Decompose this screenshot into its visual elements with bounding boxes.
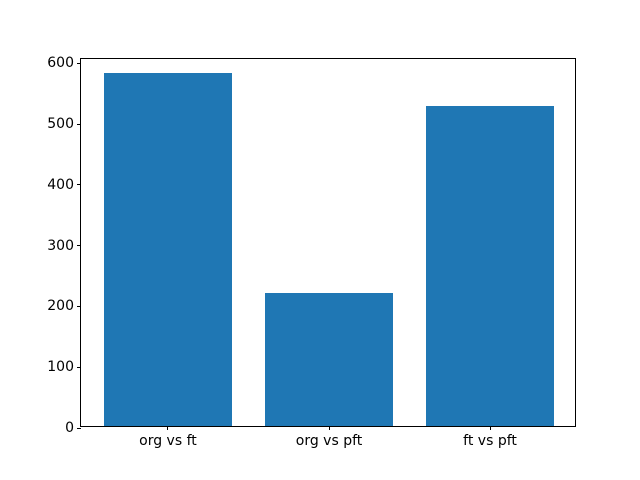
axes-plot-area: org vs ft org vs pft ft vs pft 0 100 200 300 40…	[47, 55, 576, 449]
y-tick-mark	[77, 62, 81, 64]
x-tick-mark	[489, 426, 491, 430]
y-tick-label-600: 600	[47, 55, 74, 72]
y-tick-mark	[77, 184, 81, 186]
bar-org-vs-pft	[264, 292, 394, 426]
y-tick-label-0: 0	[65, 420, 74, 436]
x-tick-mark	[328, 426, 330, 430]
x-tick-label-org-vs-ft: org vs ft	[139, 433, 197, 449]
y-tick-mark	[77, 427, 81, 429]
y-tick-label-400: 400	[47, 176, 74, 193]
bar-ft-vs-pft	[425, 106, 555, 426]
y-tick-label-500: 500	[47, 116, 74, 133]
y-tick-label-300: 300	[47, 237, 74, 254]
y-tick-mark	[77, 123, 81, 125]
x-tick-label-org-vs-pft: org vs pft	[295, 433, 363, 449]
y-tick-label-200: 200	[47, 298, 74, 315]
y-tick-mark	[77, 305, 81, 307]
bar-org-vs-ft	[103, 73, 233, 426]
y-tick-mark	[77, 366, 81, 368]
y-tick-label-100: 100	[47, 359, 74, 376]
x-tick-mark	[167, 426, 169, 430]
x-tick-label-ft-vs-pft: ft vs pft	[463, 433, 517, 449]
y-tick-mark	[77, 245, 81, 247]
